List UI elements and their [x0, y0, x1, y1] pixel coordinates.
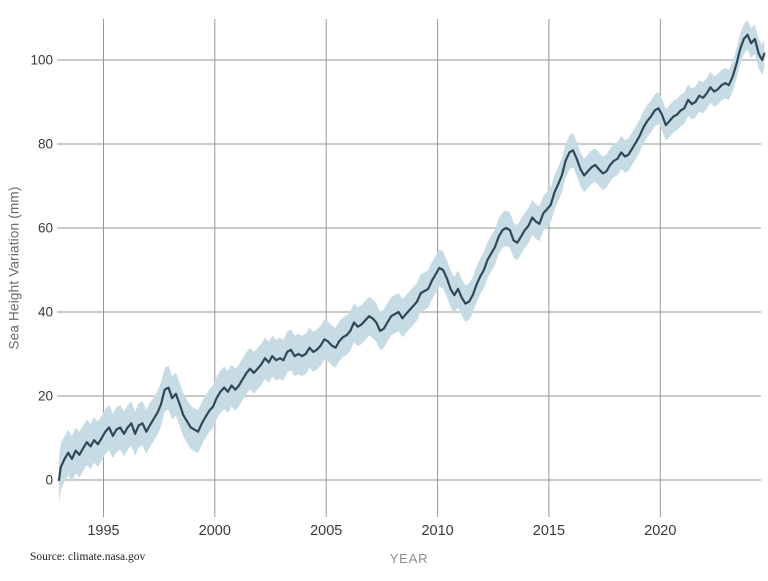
uncertainty-band	[59, 19, 765, 504]
sea-level-line	[57, 33, 766, 482]
x-tick-label: 2005	[310, 523, 342, 539]
x-axis-title: YEAR	[389, 551, 429, 566]
y-tick-label: 100	[30, 53, 53, 68]
x-tick-label: 2000	[199, 523, 231, 539]
y-axis-title: Sea Height Variation (mm)	[6, 186, 22, 350]
x-tick-label: 2010	[421, 523, 453, 539]
y-tick-label: 60	[38, 221, 53, 236]
source-note: Source: climate.nasa.gov	[30, 551, 146, 563]
x-tick-label: 2020	[644, 523, 676, 539]
y-tick-label: 40	[38, 305, 53, 320]
y-tick-label: 80	[38, 137, 53, 152]
y-tick-label: 0	[45, 473, 53, 488]
y-tick-label: 20	[38, 389, 53, 404]
x-tick-label: 2015	[533, 523, 565, 539]
x-tick-label: 1995	[87, 523, 119, 539]
